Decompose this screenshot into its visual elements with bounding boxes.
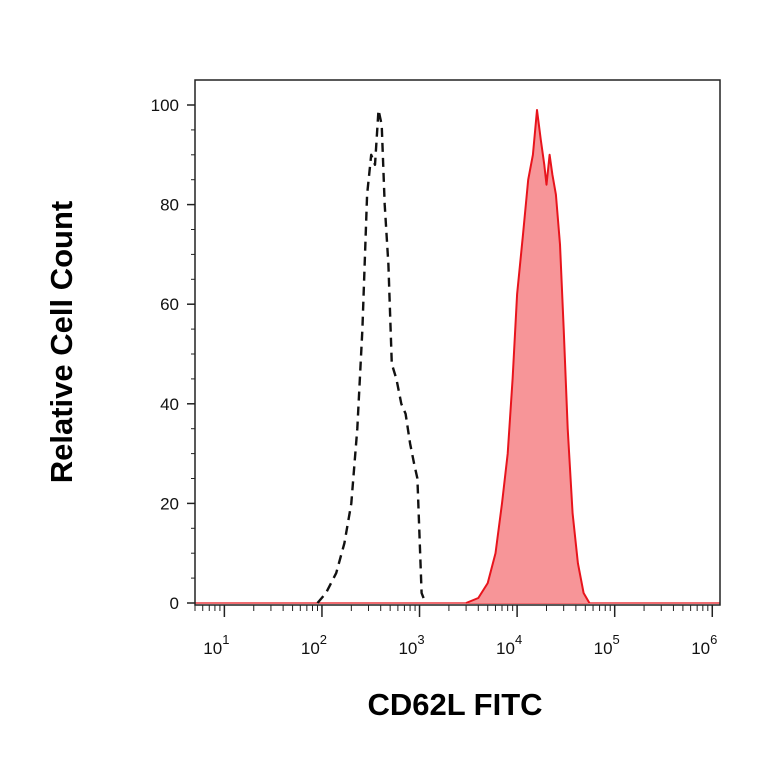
ticks-layer: 0 20 40 60 80 100 101 102 103 104 105 106	[151, 96, 718, 658]
y-tick-label: 100	[151, 96, 179, 115]
x-tick-label: 102	[301, 632, 327, 658]
y-tick-label: 20	[160, 494, 179, 513]
y-tick-label: 0	[170, 594, 179, 613]
x-tick-label: 101	[203, 632, 229, 658]
x-tick-label: 106	[691, 632, 717, 658]
x-tick-label: 105	[594, 632, 620, 658]
y-tick-label: 40	[160, 395, 179, 414]
filled-histogram-line	[465, 109, 591, 604]
x-tick-label: 104	[496, 632, 522, 658]
dashed-histogram-line	[316, 108, 427, 604]
x-tick-label: 103	[398, 632, 424, 658]
y-tick-label: 80	[160, 196, 179, 215]
y-axis-title: Relative Cell Count	[44, 201, 79, 484]
plot-frame	[194, 79, 721, 606]
y-tick-label: 60	[160, 295, 179, 314]
series-layer	[195, 108, 720, 604]
x-axis-title: CD62L FITC	[367, 687, 542, 722]
